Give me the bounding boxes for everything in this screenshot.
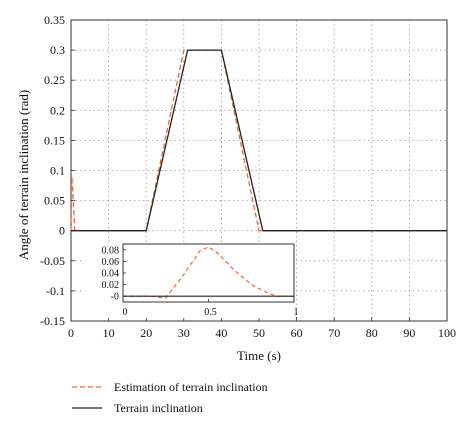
x-tick-label: 30 [178,326,190,340]
x-tick-label: 100 [438,326,456,340]
x-axis-label: Time (s) [237,348,281,363]
y-tick-label: 0 [59,224,65,238]
y-tick-label: 0.15 [44,133,65,147]
x-tick-label: 70 [328,326,340,340]
x-tick-label: 10 [103,326,115,340]
y-tick-label: 0.1 [50,164,65,178]
inset-y-tick-label: 0.02 [102,280,120,291]
legend: Estimation of terrain inclination Terrai… [72,380,268,415]
x-tick-label: 40 [215,326,227,340]
x-tick-label: 60 [291,326,303,340]
x-tick-label: 90 [403,326,415,340]
series-terrain-line [71,49,447,232]
inset-y-tick-label: 0.04 [102,269,120,280]
inset-x-tick-label: 0 [123,307,128,318]
inset-y-tick-label: 0.08 [102,245,120,256]
y-tick-label: -0.05 [40,254,65,268]
legend-label-terrain: Terrain inclination [114,401,203,415]
main-plot-frame [70,19,448,322]
inset-x-tick-label: 0.5 [204,307,217,318]
inset-y-tick-label: 0.06 [102,257,120,268]
x-tick-label: 20 [140,326,152,340]
x-tick-label: 80 [366,326,378,340]
inset-x-tick-label: 1 [294,307,299,318]
main-grid [71,20,447,321]
main-series-group [70,49,447,232]
y-tick-label: 0.25 [44,73,65,87]
legend-label-estimation: Estimation of terrain inclination [114,380,268,394]
inset-y-tick-label: -0 [111,292,119,303]
main-plot-border [70,19,448,322]
x-tick-label: 50 [253,326,265,340]
inset-tick-labels: 0 0.5 1 -00.020.040.060.08 [102,245,299,318]
x-tick-label: 0 [68,326,74,340]
inset-background [85,242,296,318]
y-axis-label: Angle of terrain inclination (rad) [16,90,31,260]
inset-series-group [123,246,294,299]
y-tick-label: 0.2 [50,103,65,117]
y-tick-label: -0.1 [46,284,65,298]
y-tick-label: 0.3 [50,43,65,57]
inset-series-estimation-line [123,246,294,299]
main-tick-labels: 0 10 20 30 40 50 60 70 80 90 100-0.15-0.1-0.0500.0… [40,13,456,340]
y-tick-label: 0.05 [44,194,65,208]
y-tick-label: 0.35 [44,13,65,27]
inset-chart: 0 0.5 1 -00.020.040.060.08 [85,242,299,318]
y-tick-label: -0.15 [40,314,65,328]
